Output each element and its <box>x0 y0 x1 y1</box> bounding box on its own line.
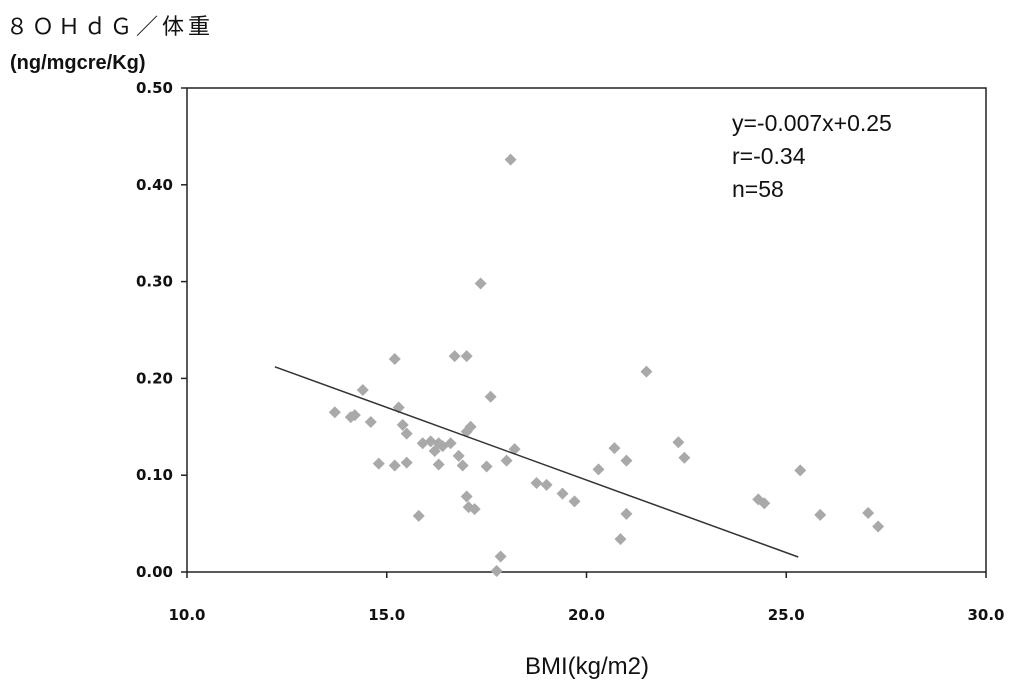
data-point <box>474 277 487 290</box>
data-point <box>464 420 477 433</box>
trend-line <box>274 366 799 558</box>
sample-size: n=58 <box>732 176 784 202</box>
data-point <box>678 451 691 464</box>
data-point <box>620 454 633 467</box>
x-tick-label: 25.0 <box>768 606 805 624</box>
data-point <box>814 508 827 521</box>
regression-equation: y=-0.007x+0.25 <box>732 110 892 136</box>
data-point <box>400 456 413 469</box>
data-point <box>640 365 653 378</box>
data-point <box>480 460 493 473</box>
x-tick-label: 30.0 <box>967 606 1004 624</box>
y-tick-label: 0.40 <box>136 176 173 194</box>
data-point <box>592 463 605 476</box>
y-tick-label: 0.30 <box>136 273 173 291</box>
data-points <box>328 153 885 578</box>
data-point <box>608 442 621 455</box>
y-axis-label-line2: (ng/mgcre/Kg) <box>10 52 146 74</box>
data-point <box>388 459 401 472</box>
data-point <box>452 449 465 462</box>
y-axis: 0.00 0.10 0.20 0.30 0.40 0.50 <box>136 79 187 581</box>
data-point <box>794 464 807 477</box>
data-point <box>500 454 513 467</box>
data-point <box>348 409 361 422</box>
y-axis-label-line1: ８ＯＨｄＧ／体重 <box>6 15 214 40</box>
x-tick-label: 10.0 <box>168 606 205 624</box>
data-point <box>672 436 685 449</box>
plot-area <box>186 87 987 573</box>
data-point <box>396 418 409 431</box>
data-point <box>400 427 413 440</box>
data-point <box>424 435 437 448</box>
data-point <box>372 457 385 470</box>
data-point <box>540 478 553 491</box>
data-point <box>356 384 369 397</box>
data-point <box>412 509 425 522</box>
data-point <box>388 353 401 366</box>
x-axis-label: BMI(kg/m2) <box>525 653 649 680</box>
data-point <box>328 406 341 419</box>
data-point <box>460 350 473 363</box>
data-point <box>444 437 457 450</box>
data-point <box>490 565 503 578</box>
data-point <box>620 507 633 520</box>
data-point <box>530 476 543 489</box>
data-point <box>468 503 481 516</box>
correlation-coefficient: r=-0.34 <box>732 143 806 169</box>
data-point <box>614 533 627 546</box>
data-point <box>460 490 473 503</box>
data-point <box>504 153 517 166</box>
data-point <box>484 390 497 403</box>
data-point <box>364 415 377 428</box>
data-point <box>416 437 429 450</box>
data-point <box>448 350 461 363</box>
y-tick-label: 0.10 <box>136 466 173 484</box>
data-point <box>508 443 521 456</box>
x-tick-label: 20.0 <box>568 606 605 624</box>
data-point <box>556 487 569 500</box>
data-point <box>862 506 875 519</box>
y-tick-label: 0.00 <box>136 563 173 581</box>
data-point <box>494 550 507 563</box>
data-point <box>758 497 771 510</box>
y-tick-label: 0.50 <box>136 79 173 97</box>
x-axis: 10.0 15.0 20.0 25.0 30.0 <box>168 572 1005 624</box>
x-tick-label: 15.0 <box>368 606 405 624</box>
data-point <box>568 495 581 508</box>
data-point <box>872 520 885 533</box>
data-point <box>432 458 445 471</box>
y-tick-label: 0.20 <box>136 369 173 387</box>
data-point <box>456 459 469 472</box>
